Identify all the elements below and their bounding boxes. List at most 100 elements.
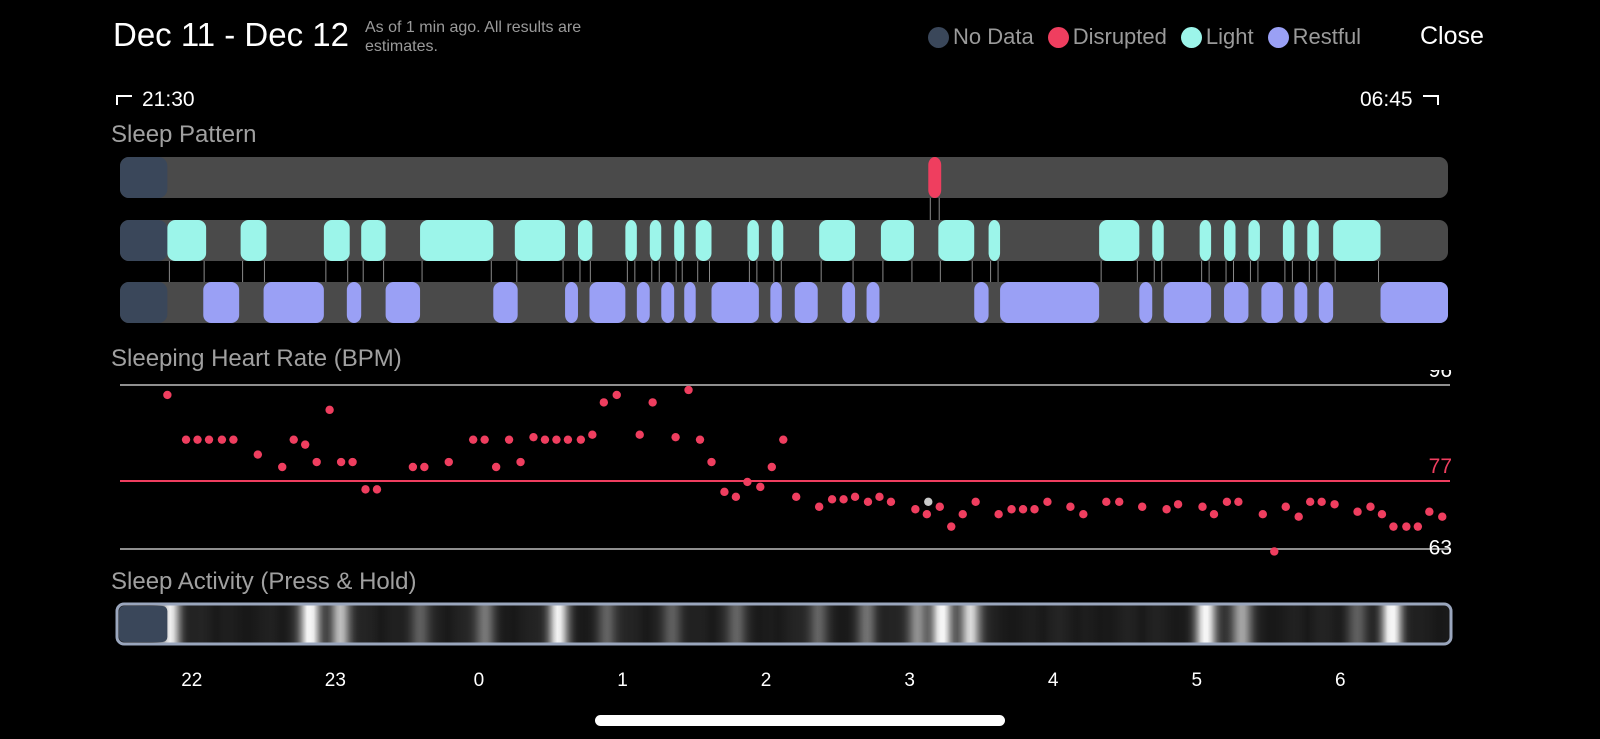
hr-point bbox=[253, 450, 263, 459]
light-segment bbox=[988, 220, 1001, 261]
light-segment bbox=[514, 220, 566, 261]
no-data-segment bbox=[120, 220, 168, 261]
light-segment bbox=[1199, 220, 1212, 261]
x-tick-label: 6 bbox=[1335, 670, 1346, 691]
restful-segment bbox=[1163, 282, 1212, 323]
activity-no-data bbox=[119, 606, 168, 642]
hr-point bbox=[480, 435, 489, 444]
x-tick-label: 2 bbox=[760, 670, 772, 691]
light-segment bbox=[361, 220, 386, 261]
hr-point bbox=[468, 435, 478, 444]
legend: No Data Disrupted Light Restful bbox=[928, 22, 1361, 52]
hr-point bbox=[743, 477, 752, 487]
hr-point bbox=[971, 497, 980, 506]
restful-segment bbox=[589, 282, 626, 323]
hr-point bbox=[229, 435, 238, 444]
legend-item-light: Light bbox=[1180, 24, 1254, 50]
x-tick-label: 22 bbox=[181, 670, 203, 691]
hr-point bbox=[1281, 502, 1290, 511]
hr-point bbox=[671, 432, 680, 442]
legend-label: Restful bbox=[1292, 24, 1362, 49]
hr-point bbox=[372, 485, 382, 494]
light-segment bbox=[819, 220, 856, 261]
hr-point bbox=[792, 492, 801, 502]
hr-point bbox=[1209, 510, 1219, 519]
x-tick-label: 5 bbox=[1191, 670, 1203, 691]
restful-segment bbox=[711, 282, 759, 323]
x-tick-label: 3 bbox=[904, 670, 915, 691]
hr-point bbox=[1138, 502, 1147, 511]
end-time-label: 06:45 bbox=[1360, 88, 1413, 111]
home-indicator[interactable] bbox=[595, 715, 1005, 726]
hr-point bbox=[827, 495, 837, 504]
light-segment bbox=[625, 220, 637, 261]
light-segment bbox=[1099, 220, 1140, 261]
restful-segment bbox=[493, 282, 518, 323]
light-segment bbox=[577, 220, 593, 261]
hr-point bbox=[1198, 502, 1207, 511]
hr-point bbox=[336, 457, 346, 467]
restful-segment bbox=[636, 282, 650, 323]
hr-point bbox=[767, 462, 776, 472]
disrupted-dot-icon bbox=[1047, 26, 1069, 48]
restful-segment bbox=[1224, 282, 1249, 323]
hr-point bbox=[922, 510, 932, 519]
restful-segment bbox=[385, 282, 421, 323]
x-tick-label: 23 bbox=[324, 670, 346, 691]
pattern-track-restful bbox=[120, 282, 1448, 323]
legend-label: Disrupted bbox=[1072, 24, 1167, 49]
close-button[interactable]: Close bbox=[1420, 22, 1484, 50]
hr-point bbox=[408, 462, 418, 472]
light-segment bbox=[167, 220, 207, 261]
legend-label: No Data bbox=[953, 24, 1034, 49]
hr-point bbox=[863, 497, 873, 506]
end-time: 06:45 bbox=[1360, 88, 1439, 112]
hr-point bbox=[1438, 512, 1447, 521]
estimate-note: As of 1 min ago. All results are estimat… bbox=[365, 19, 582, 55]
no-data-dot-icon bbox=[928, 26, 949, 48]
pattern-track-disrupted bbox=[120, 157, 1448, 198]
light-segment bbox=[1307, 220, 1319, 261]
light-segment bbox=[323, 220, 350, 261]
hr-point bbox=[1018, 505, 1028, 514]
legend-item-disrupted: Disrupted bbox=[1047, 24, 1167, 50]
hr-point bbox=[1425, 507, 1434, 516]
sleep-activity-title: Sleep Activity (Press & Hold) bbox=[111, 568, 417, 595]
hr-point bbox=[958, 510, 967, 519]
x-tick-label: 1 bbox=[617, 670, 628, 691]
light-segment bbox=[240, 220, 267, 261]
restful-segment bbox=[684, 282, 696, 323]
restful-segment bbox=[263, 282, 324, 323]
hr-point bbox=[1234, 497, 1243, 506]
restful-segment bbox=[1261, 282, 1283, 323]
hr-point bbox=[1102, 497, 1111, 506]
hr-max-label: 96 bbox=[1429, 370, 1452, 382]
hr-point bbox=[707, 457, 716, 467]
hr-avg-label: 77 bbox=[1429, 455, 1452, 478]
hr-point bbox=[599, 398, 609, 407]
hr-point bbox=[935, 502, 944, 511]
hr-point bbox=[779, 435, 788, 444]
sleep-activity-bar[interactable] bbox=[0, 600, 1600, 650]
light-segment bbox=[1333, 220, 1381, 261]
sleep-pattern-chart[interactable] bbox=[0, 150, 1600, 330]
hr-point bbox=[181, 435, 191, 444]
heart-rate-chart: 96 77 63 bbox=[120, 370, 1452, 560]
hr-point bbox=[491, 462, 501, 472]
restful-segment bbox=[1380, 282, 1448, 323]
light-segment bbox=[771, 220, 784, 261]
light-segment bbox=[1224, 220, 1236, 261]
hr-point bbox=[217, 435, 227, 444]
hr-point bbox=[1173, 500, 1183, 509]
activity-track bbox=[115, 602, 1453, 646]
hr-point bbox=[420, 462, 429, 472]
restful-segment bbox=[1294, 282, 1308, 323]
sleep-pattern-title: Sleep Pattern bbox=[111, 121, 257, 148]
light-segment bbox=[674, 220, 685, 261]
hr-point bbox=[720, 487, 729, 497]
hr-point bbox=[1402, 522, 1411, 531]
hr-point bbox=[875, 492, 884, 502]
disrupted-segment bbox=[928, 157, 942, 198]
pattern-connectors bbox=[168, 198, 1380, 282]
hr-point bbox=[1030, 505, 1039, 514]
